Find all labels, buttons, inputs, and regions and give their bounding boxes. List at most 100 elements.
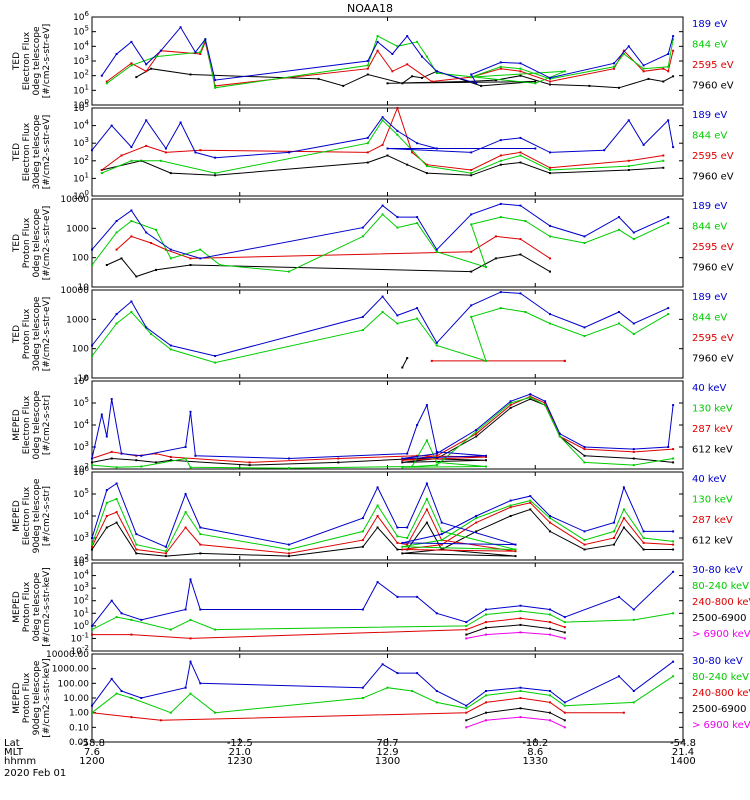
data-point (627, 45, 630, 48)
data-point (91, 344, 93, 347)
data-point (509, 406, 512, 409)
data-point (406, 35, 409, 38)
data-point (396, 535, 399, 538)
data-point (199, 682, 202, 685)
data-point (184, 608, 187, 611)
legend-entry: 30-80 keV (692, 656, 743, 667)
data-point (519, 154, 522, 157)
data-point (100, 172, 103, 175)
data-point (435, 250, 438, 253)
data-point (199, 608, 202, 611)
data-point (519, 74, 522, 77)
data-point (214, 174, 217, 177)
data-point (189, 466, 192, 469)
data-point (632, 231, 635, 234)
data-point (425, 165, 428, 168)
data-point (425, 404, 428, 407)
data-point (558, 435, 561, 438)
data-point (248, 461, 251, 464)
data-point (549, 172, 551, 175)
data-point (618, 311, 620, 313)
data-point (150, 333, 153, 335)
data-point (642, 530, 645, 533)
data-point (361, 517, 364, 520)
y-tick-label: 10 (78, 374, 90, 384)
data-point (435, 461, 438, 464)
data-point (366, 64, 369, 67)
data-point (514, 543, 517, 546)
data-point (401, 466, 404, 469)
data-point (411, 149, 414, 152)
y-tick-label: 0.10 (69, 723, 89, 733)
data-point (288, 555, 290, 558)
data-point (485, 456, 487, 458)
data-point (416, 595, 419, 598)
y-axis-label-line: 0deg telescope (32, 208, 42, 278)
data-point (494, 79, 497, 82)
y-axis-label-line: 90deg telescope (32, 660, 42, 735)
data-point (519, 70, 522, 73)
data-point (549, 530, 551, 533)
data-point (214, 361, 217, 364)
data-point (485, 633, 487, 636)
data-point (519, 67, 522, 70)
data-point (361, 539, 364, 542)
y-tick-label: 10-1 (71, 631, 89, 644)
data-point (411, 75, 414, 78)
data-point (396, 541, 399, 544)
data-point (519, 697, 522, 699)
data-point (632, 450, 635, 453)
data-point (672, 457, 675, 460)
legend-entry: 844 eV (692, 131, 727, 142)
series-line-30-80-kev (91, 660, 674, 707)
series-line-189-ev (91, 203, 669, 259)
data-point (475, 435, 478, 438)
data-point (91, 711, 93, 714)
data-point (396, 129, 399, 132)
data-point (435, 70, 438, 73)
y-tick-label: 100 (72, 254, 89, 264)
y-axis-label-line: [#/cm2-s-str-keV] (42, 658, 52, 737)
data-point (465, 719, 468, 722)
data-point (583, 461, 586, 464)
data-point (499, 61, 502, 64)
data-point (105, 264, 108, 266)
y-tick-label: 10 (78, 283, 90, 293)
panel-frame (91, 471, 684, 561)
data-point (465, 633, 468, 636)
data-point (632, 322, 635, 325)
legend-entry: 287 keV (692, 515, 733, 526)
data-point (475, 515, 478, 517)
series-line-612-kev (91, 398, 674, 466)
data-point (485, 608, 487, 611)
data-point (184, 457, 187, 460)
data-point (91, 548, 93, 551)
data-point (110, 398, 113, 401)
data-point (465, 624, 468, 627)
legend-entry: 844 eV (692, 40, 727, 51)
data-point (164, 555, 167, 558)
data-point (475, 428, 478, 431)
x-tick-hhmm: 1230 (227, 756, 252, 767)
data-point (534, 82, 537, 85)
data-point (189, 692, 192, 695)
data-point (381, 143, 384, 146)
x-tick-mlt: 7.6 (84, 747, 100, 758)
data-point (381, 311, 384, 313)
data-point (519, 161, 522, 164)
data-point (662, 67, 665, 70)
data-point (549, 169, 551, 171)
data-point (519, 686, 522, 689)
data-point (509, 402, 512, 404)
data-point (189, 264, 192, 266)
data-point (499, 216, 502, 219)
y-axis-label-line: Proton Flux (22, 581, 32, 632)
data-point (475, 521, 478, 524)
data-point (366, 67, 369, 70)
data-point (583, 326, 586, 329)
data-point (91, 543, 93, 546)
data-point (159, 719, 162, 722)
data-point (91, 149, 93, 152)
